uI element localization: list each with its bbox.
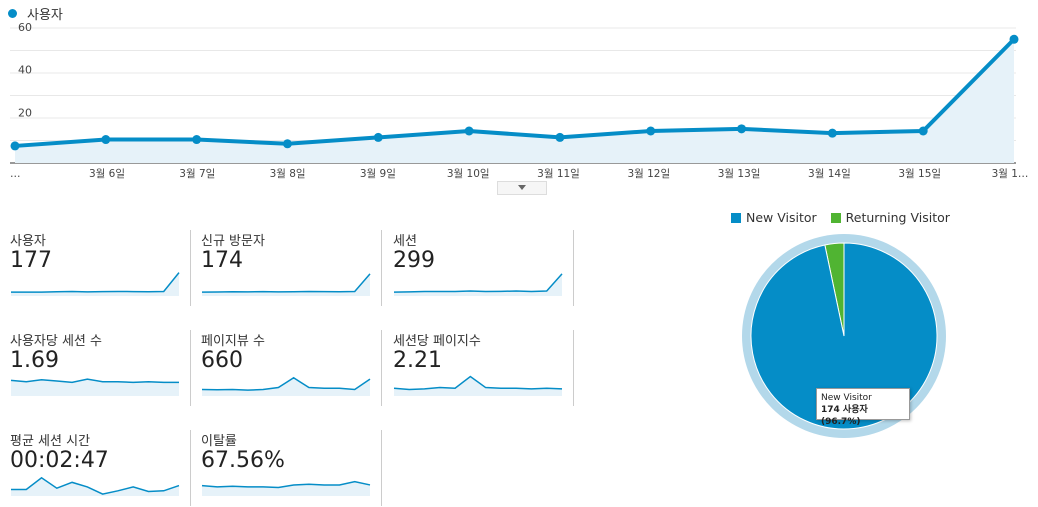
metric-label: 신규 방문자 [201,234,265,249]
sparkline-area [11,379,179,396]
data-point[interactable] [646,126,656,136]
tooltip-value: 174 사용자 (96.7%) [821,405,868,427]
series-line [14,37,1016,148]
x-tick-label: 3월 13일 [718,167,761,180]
sparkline [11,272,180,296]
sparkline [393,375,563,396]
x-tick-label: 3월 10일 [447,167,490,180]
x-tick-label: 3월 7일 [179,167,215,180]
sparkline-line [11,272,180,293]
metric-label: 평균 세션 시간 [10,434,91,449]
sparkline-area [202,273,370,296]
metric-label: 사용자 [10,234,46,249]
metric-value: 2.21 [393,348,442,373]
metric-value: 67.56% [201,448,285,473]
sparkline [201,273,371,296]
sparkline-line [201,480,371,489]
metric-label: 세션 [393,234,417,249]
metric-card[interactable]: 사용자 177 [0,230,191,306]
data-point[interactable] [10,141,20,151]
new-visitor-swatch [731,212,741,223]
x-tick-label: 3월 11일 [537,167,580,180]
sparkline-area [202,377,370,396]
sparkline-area [394,376,562,396]
metric-value: 00:02:47 [10,448,109,473]
legend-item-returning[interactable]: Returning Visitor [830,210,950,225]
data-point[interactable] [464,126,474,136]
x-tick-label: 3월 15일 [898,167,941,180]
x-tick-label: 3월 12일 [627,167,670,180]
metric-card[interactable]: 세션 299 [383,230,574,306]
metric-card[interactable]: 페이지뷰 수 660 [191,330,382,406]
metric-value: 177 [10,248,52,273]
metric-card[interactable]: 평균 세션 시간 00:02:47 [0,430,191,506]
sparkline [201,376,371,396]
pie-tooltip: New Visitor 174 사용자 (96.7%) [816,388,910,427]
metric-label: 이탈률 [201,434,237,449]
sparkline-line [10,378,179,384]
x-tick-label: 3월 8일 [270,167,306,180]
data-point[interactable] [282,139,292,149]
data-point[interactable] [101,135,111,145]
x-tick-label: 3월 6일 [89,167,125,180]
x-tick-label: … [10,168,21,180]
pie-legend: New Visitor Returning Visitor [731,210,964,225]
chart-legend: 사용자 [8,4,63,23]
sparkline-area [11,272,179,296]
users-line-chart[interactable]: 20 40 60 … 3월 6일 3월 7일 3월 8일 3월 9일 3월 10일 3월 11일… [0,22,1038,180]
sparkline [393,273,563,296]
metric-label: 페이지뷰 수 [201,334,265,349]
sparkline [201,480,371,496]
metric-value: 1.69 [10,348,59,373]
metric-card[interactable]: 사용자당 세션 수 1.69 [0,330,191,406]
returning-visitor-swatch [830,212,841,223]
y-tick-label: 60 [18,22,32,34]
tooltip-title: New Visitor [821,393,872,403]
sparkline-line [393,273,563,293]
metric-card[interactable]: 신규 방문자 174 [191,230,382,306]
chart-collapse-handle[interactable] [497,181,547,195]
metric-card[interactable]: 세션당 페이지수 2.21 [383,330,574,406]
data-point[interactable] [373,132,383,142]
x-tick-label: 3월 14일 [808,167,851,180]
legend-item-new[interactable]: New Visitor [731,210,817,225]
metric-card[interactable]: 이탈률 67.56% [191,430,382,506]
data-point[interactable] [192,135,202,145]
sparkline-area [394,273,562,296]
sparkline-line [11,476,180,495]
metric-value: 299 [393,248,435,273]
pie-slice-new-visitor[interactable] [750,242,938,430]
data-point[interactable] [1009,34,1019,44]
data-point[interactable] [918,126,928,136]
sparkline-area [11,477,179,496]
y-tick-label: 20 [18,106,32,119]
visitor-pie-chart[interactable] [740,232,950,442]
x-tick-label: 3월 1… [992,168,1029,180]
metric-label: 세션당 페이지수 [393,334,481,349]
legend-label-new: New Visitor [746,210,817,225]
caret-down-icon [518,185,526,190]
metric-value: 660 [201,348,243,373]
legend-label-returning: Returning Visitor [845,210,950,225]
x-tick-label: 3월 9일 [360,167,396,180]
metric-value: 174 [201,248,243,273]
data-point[interactable] [737,124,747,134]
sparkline [10,378,179,396]
sparkline-line [393,375,563,391]
metric-label: 사용자당 세션 수 [10,334,102,349]
series-dot [8,9,17,18]
data-point[interactable] [827,128,837,138]
sparkline-line [201,273,371,293]
area-fill [15,39,1014,164]
y-tick-label: 40 [18,64,32,77]
sparkline [11,476,180,496]
series-label: 사용자 [27,8,63,23]
data-point[interactable] [555,132,565,142]
sparkline-line [201,376,371,391]
